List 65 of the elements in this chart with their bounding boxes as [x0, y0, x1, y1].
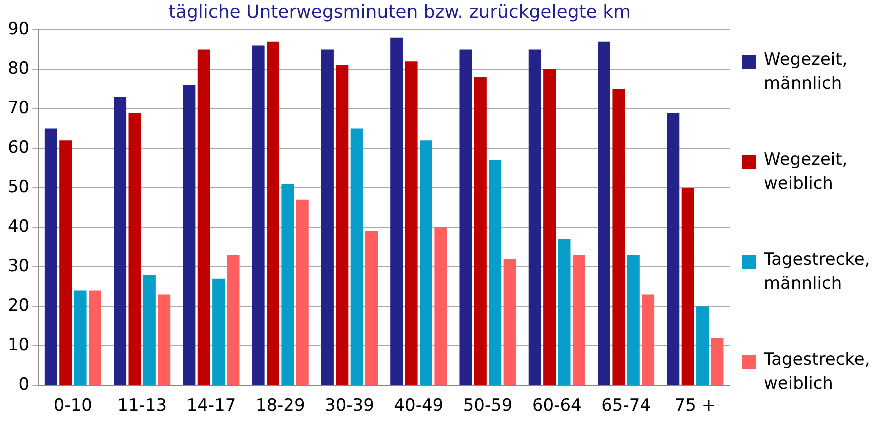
bar [88, 290, 102, 386]
y-tick-label: 20 [8, 296, 30, 316]
bar [366, 232, 378, 386]
chart-title: tägliche Unterwegsminuten bzw. zurückgelegte km [60, 2, 740, 24]
x-tick-label: 65-74 [602, 396, 651, 416]
x-tick-label: 0-10 [54, 396, 92, 416]
y-tick-label: 50 [8, 177, 30, 198]
y-tick-label: 80 [8, 58, 30, 79]
bar [60, 140, 72, 386]
bar [267, 42, 280, 386]
y-tick-label: 10 [8, 336, 30, 356]
bar [405, 62, 418, 386]
bar [212, 278, 226, 386]
bar [612, 89, 626, 386]
bar [682, 188, 694, 386]
bar [460, 50, 472, 386]
x-tick-label: 11-13 [118, 396, 168, 416]
bar [711, 338, 724, 386]
x-tick-label: 18-29 [256, 396, 306, 416]
bar [572, 255, 586, 386]
y-tick-label: 70 [8, 98, 30, 118]
bar [558, 239, 571, 386]
bar [198, 50, 210, 386]
bar [489, 160, 502, 386]
x-tick-label: 30-39 [325, 396, 374, 416]
bar [227, 255, 240, 386]
y-tick-label: 60 [8, 138, 30, 158]
bar [321, 50, 334, 386]
bar [114, 97, 127, 386]
bar [667, 112, 680, 386]
bar [434, 228, 448, 386]
bar [544, 70, 556, 386]
y-tick-label: 40 [8, 216, 30, 237]
x-tick-label: 50-59 [463, 396, 513, 416]
bar [158, 294, 171, 386]
y-tick-label: 0 [18, 375, 30, 396]
bar [74, 290, 87, 386]
x-tick-label: 14-17 [186, 396, 236, 416]
bar [528, 50, 542, 386]
bar [390, 38, 404, 386]
bar [350, 128, 364, 386]
x-tick-label: 60-64 [532, 396, 582, 416]
bar [282, 184, 294, 386]
bar [143, 274, 156, 386]
bar [252, 46, 265, 386]
bar [420, 140, 432, 386]
bar [336, 66, 349, 386]
y-tick-label: 30 [8, 256, 30, 276]
legend-label: Tagestrecke, weiblich [764, 349, 872, 396]
bar [598, 42, 610, 386]
x-tick-label: 75 + [674, 396, 716, 416]
x-tick-label: 40-49 [394, 396, 444, 416]
bar [44, 128, 58, 386]
bar [128, 112, 142, 386]
bar [183, 85, 196, 386]
legend-label: Wegezeit, männlich [764, 49, 849, 96]
legend-label: Tagestrecke, männlich [764, 249, 872, 296]
bar [627, 255, 640, 386]
bar [296, 200, 309, 386]
bar [696, 306, 710, 386]
bar [504, 259, 516, 386]
bar [474, 77, 487, 386]
bar [642, 294, 655, 386]
legend-label: Wegezeit, weiblich [764, 149, 849, 196]
y-tick-label: 90 [8, 19, 30, 40]
